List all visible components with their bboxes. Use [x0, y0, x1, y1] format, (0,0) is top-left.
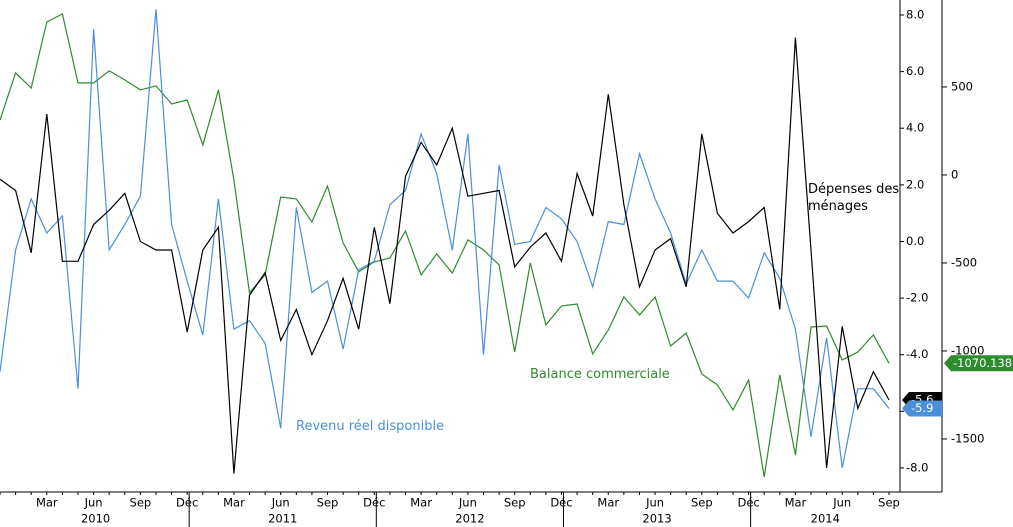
end-value-tag: -5.9	[902, 400, 942, 417]
x-tick-label: Sep	[691, 496, 713, 510]
x-tick-label: Déc	[737, 496, 759, 510]
x-group-label: 2013	[642, 512, 671, 526]
tag-bg	[902, 400, 942, 417]
x-group-label: 2010	[81, 512, 110, 526]
x-tick-label: Jun	[645, 496, 664, 510]
end-value-tag: -1070.138	[944, 355, 1013, 372]
x-tick-label: Sep	[504, 496, 526, 510]
x-tick-label: Jun	[458, 496, 477, 510]
x-tick-label: Mar	[36, 496, 58, 510]
series-line	[0, 13, 890, 478]
series-label: Balance commerciale	[530, 367, 670, 382]
tag-label: -5.9	[911, 401, 933, 415]
y-tick-label: 6.0	[906, 64, 924, 78]
x-tick-label: Déc	[363, 496, 385, 510]
y2-tick-label: -1000	[951, 343, 984, 357]
y-tick-label: 8.0	[906, 8, 924, 22]
y-tick-label: 0.0	[906, 234, 924, 248]
y-tick-label: -4.0	[906, 347, 928, 361]
y2-tick-label: -1500	[951, 431, 984, 445]
x-tick-label: Mar	[785, 496, 807, 510]
x-tick-label: Sep	[130, 496, 152, 510]
y-tick-label: 2.0	[906, 177, 924, 191]
x-tick-label: Déc	[176, 496, 198, 510]
y-tick-label: -8.0	[906, 460, 928, 474]
x-tick-label: Mar	[223, 496, 245, 510]
y-tick-label: -2.0	[906, 291, 928, 305]
series-label: Dépenses des ménages	[808, 182, 900, 214]
x-tick-label: Jun	[832, 496, 851, 510]
x-tick-label: Jun	[84, 496, 103, 510]
y2-tick-label: 500	[951, 79, 973, 93]
x-group-label: 2012	[455, 512, 484, 526]
y-tick-label: 4.0	[906, 121, 924, 135]
x-tick-label: Jun	[271, 496, 290, 510]
series-line	[0, 37, 890, 474]
tag-bg	[944, 355, 1013, 372]
y2-tick-label: -500	[951, 255, 977, 269]
x-group-label: 2014	[811, 512, 840, 526]
x-tick-label: Sep	[878, 496, 900, 510]
x-tick-label: Déc	[550, 496, 572, 510]
tag-label: -1070.138	[953, 356, 1012, 370]
series-line	[0, 9, 890, 469]
series-label: Revenu réel disponible	[296, 419, 445, 434]
y2-tick-label: 0	[951, 167, 958, 181]
x-group-label: 2011	[268, 512, 297, 526]
x-tick-label: Sep	[317, 496, 339, 510]
x-tick-label: Mar	[597, 496, 619, 510]
x-tick-label: Mar	[410, 496, 432, 510]
